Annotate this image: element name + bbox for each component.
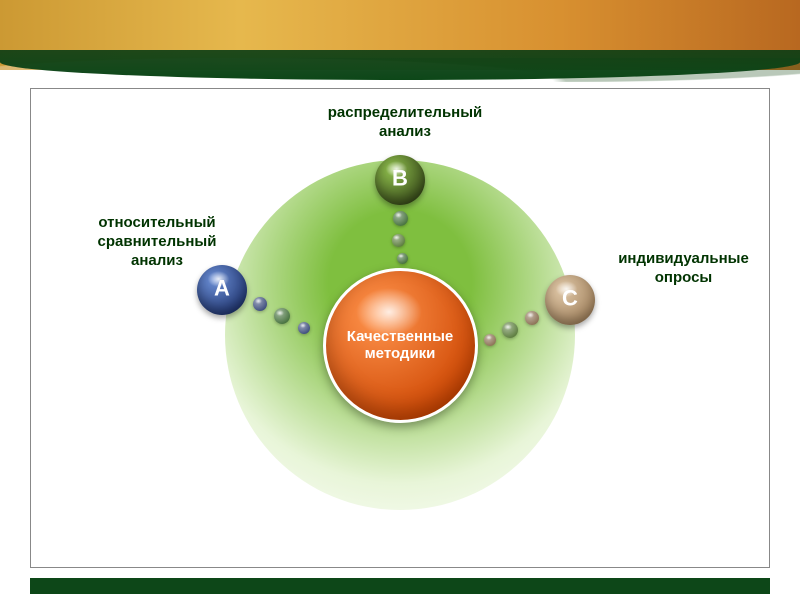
node-label-C: индивидуальные опросы: [596, 250, 771, 288]
center-sphere: Качественные методики: [323, 268, 478, 423]
node-letter: C: [545, 286, 595, 312]
node-letter: A: [197, 276, 247, 302]
node-letter: B: [375, 166, 425, 192]
connector-dot: [397, 253, 408, 264]
node-label-A: относительный сравнительный анализ: [72, 214, 242, 270]
node-sphere-C: C: [545, 275, 595, 325]
slide-root: Качественные методики A B C относительный …: [0, 0, 800, 600]
node-sphere-B: B: [375, 155, 425, 205]
node-sphere-A: A: [197, 265, 247, 315]
center-label: Качественные методики: [326, 328, 475, 362]
footer-bar: [30, 578, 770, 594]
connector-dot: [298, 322, 310, 334]
connector-dot: [393, 211, 408, 226]
connector-dot: [525, 311, 539, 325]
connector-dot: [502, 322, 518, 338]
node-label-B: распределительный анализ: [300, 104, 510, 142]
connector-dot: [392, 234, 405, 247]
connector-dot: [484, 334, 496, 346]
connector-dot: [253, 297, 267, 311]
connector-dot: [274, 308, 290, 324]
